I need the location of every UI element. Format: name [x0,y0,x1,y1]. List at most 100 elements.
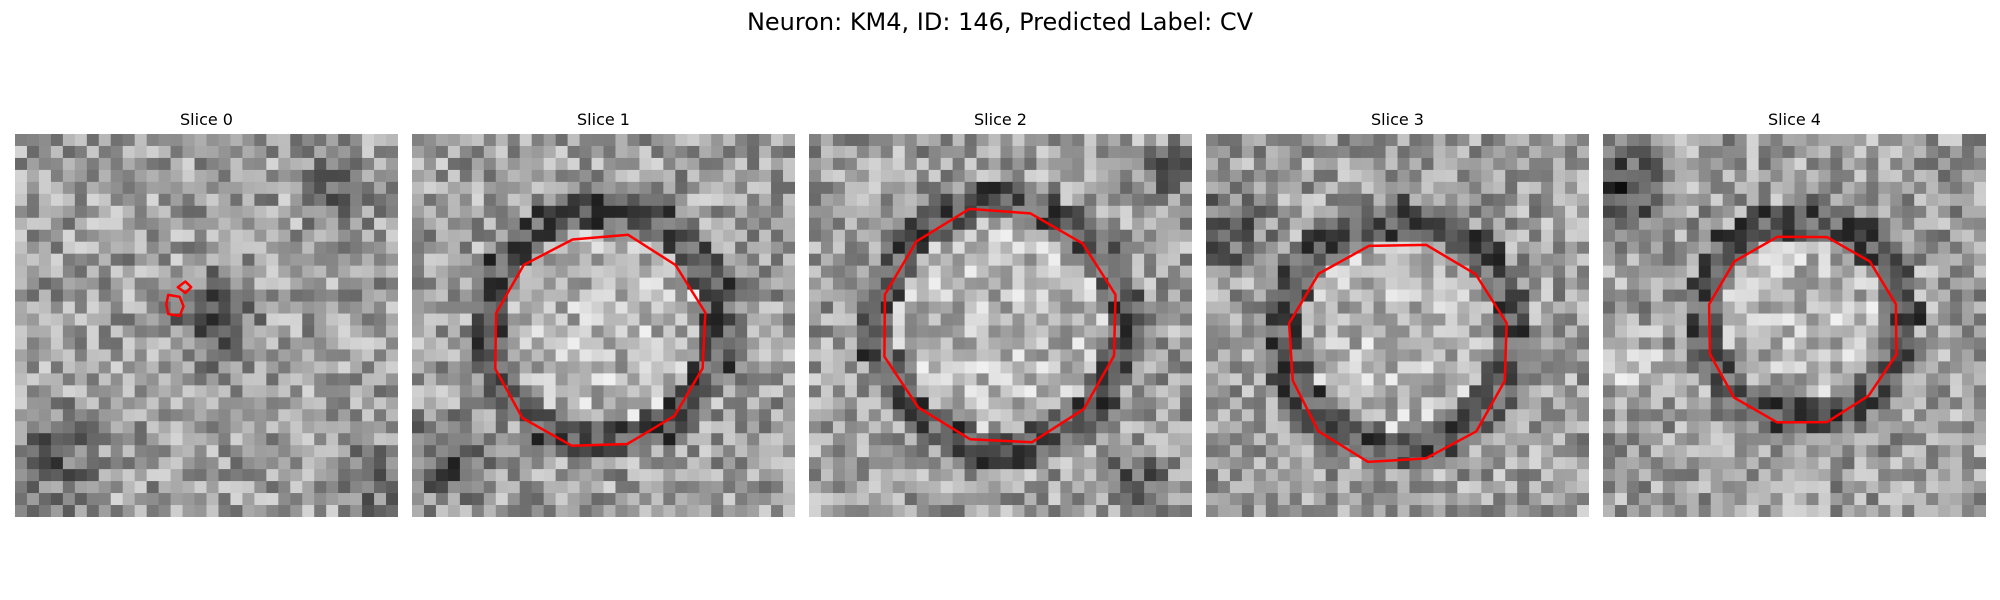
pixel [50,409,64,422]
pixel [928,397,942,410]
pixel [1084,289,1097,303]
pixel [1445,385,1458,398]
pixel [1048,181,1061,195]
pixel [1493,337,1506,351]
pixel [1830,134,1843,147]
pixel [1505,433,1518,446]
pixel [326,193,339,207]
pixel [1974,145,1986,159]
pixel [723,409,736,422]
pixel [832,397,846,410]
pixel [916,181,930,195]
pixel [435,217,449,231]
pixel [134,157,148,171]
pixel [412,313,425,327]
pixel [110,421,124,434]
pixel [1217,169,1231,183]
pixel [1433,277,1446,291]
pixel [1866,325,1879,339]
pixel [15,433,28,446]
pixel [1577,265,1589,279]
pixel [1349,397,1363,410]
pixel [1662,253,1676,267]
pixel [134,217,148,231]
pixel [38,505,52,517]
pixel [1914,409,1927,422]
pixel [916,457,930,470]
pixel [495,277,509,291]
pixel [1253,217,1267,231]
pixel [1770,241,1784,255]
pixel [374,181,387,195]
pixel [435,205,449,219]
pixel [1277,469,1291,482]
pixel [591,493,605,506]
pixel [278,421,291,434]
pixel [254,217,267,231]
pixel [1806,433,1820,446]
pixel [543,469,557,482]
pixel [1072,505,1085,517]
pixel [1938,409,1951,422]
pixel [1385,145,1399,159]
pixel [1120,241,1133,255]
pixel [1710,205,1724,219]
pixel [1698,217,1712,231]
pixel [1710,373,1724,386]
pixel [1409,325,1423,339]
pixel [86,277,100,291]
pixel [1974,289,1986,303]
pixel [218,181,232,195]
pixel [423,469,437,482]
pixel [591,385,605,398]
pixel [1144,265,1157,279]
pixel [868,265,882,279]
pixel [1662,325,1676,339]
pixel [1132,433,1145,446]
pixel [242,145,255,159]
pixel [1072,421,1085,434]
pixel [1337,409,1351,422]
pixel [1698,241,1712,255]
pixel [1337,229,1351,243]
pixel [783,349,795,363]
pixel [1938,421,1951,434]
pixel [1108,469,1121,482]
pixel [1902,205,1915,219]
pixel [1180,277,1192,291]
pixel [1313,301,1327,315]
pixel [735,229,748,243]
pixel [519,397,533,410]
pixel [338,253,351,267]
pixel [771,505,784,517]
pixel [964,313,978,327]
pixel [26,301,40,315]
pixel [1253,265,1267,279]
pixel [15,205,28,219]
pixel [1277,313,1291,327]
pixel [302,253,315,267]
pixel [603,253,617,267]
pixel [1397,205,1411,219]
pixel [1325,313,1339,327]
pixel [892,205,906,219]
pixel [1132,241,1145,255]
pixel [1674,301,1688,315]
pixel [266,181,279,195]
pixel [182,253,196,267]
pixel [832,265,846,279]
pixel [218,157,232,171]
pixel [1698,265,1712,279]
pixel [1938,253,1951,267]
pixel [832,337,846,351]
pixel [687,205,700,219]
pixel [1950,301,1963,315]
pixel [471,217,485,231]
pixel [1517,241,1530,255]
pixel [735,445,748,458]
pixel [146,229,160,243]
pixel [435,241,449,255]
pixel [916,505,930,517]
pixel [856,385,870,398]
pixel [844,361,858,374]
